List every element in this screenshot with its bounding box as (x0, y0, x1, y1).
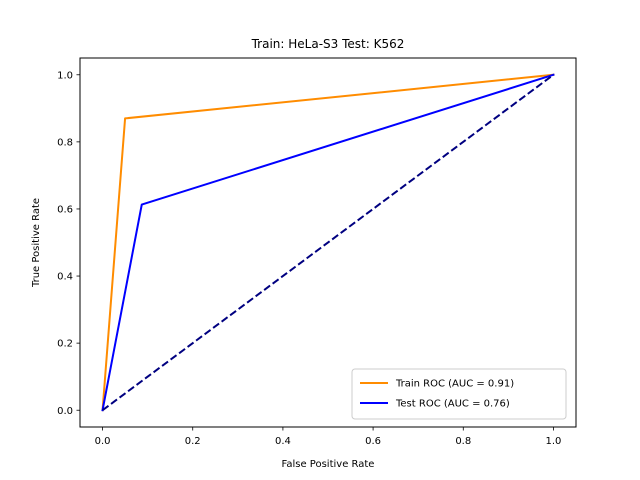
legend-entry-label: Test ROC (AUC = 0.76) (395, 399, 510, 410)
x-tick-label: 0.4 (275, 436, 291, 447)
chart-title: Train: HeLa-S3 Test: K562 (251, 37, 405, 51)
x-tick-label: 1.0 (546, 436, 562, 447)
legend-box (351, 368, 567, 420)
y-tick-label: 0.4 (57, 272, 73, 283)
y-tick-label: 0.8 (57, 137, 73, 148)
plot-frame (79, 57, 577, 428)
x-axis-label: False Positive Rate (282, 459, 375, 470)
x-tick-label: 0.2 (185, 436, 201, 447)
diagonal-reference-line (101, 73, 555, 412)
x-tick-label: 0.6 (365, 436, 381, 447)
y-tick-label: 0.0 (57, 406, 73, 417)
y-axis-ticks: 0.0 0.2 0.4 0.6 0.8 1.0 (57, 70, 80, 417)
series-line-test (101, 73, 555, 412)
legend: Train ROC (AUC = 0.91) Test ROC (AUC = 0.… (351, 368, 567, 420)
x-tick-label: 0.0 (95, 436, 111, 447)
y-tick-label: 0.2 (57, 339, 73, 350)
plot-lines (101, 73, 555, 412)
series-line-train (101, 73, 555, 412)
y-tick-label: 1.0 (57, 70, 73, 81)
legend-entry-label: Train ROC (AUC = 0.91) (395, 379, 514, 390)
x-tick-label: 0.8 (455, 436, 471, 447)
y-axis-label: True Positive Rate (31, 198, 42, 288)
y-tick-label: 0.6 (57, 205, 73, 216)
x-axis-ticks: 0.0 0.2 0.4 0.6 0.8 1.0 (95, 427, 562, 447)
